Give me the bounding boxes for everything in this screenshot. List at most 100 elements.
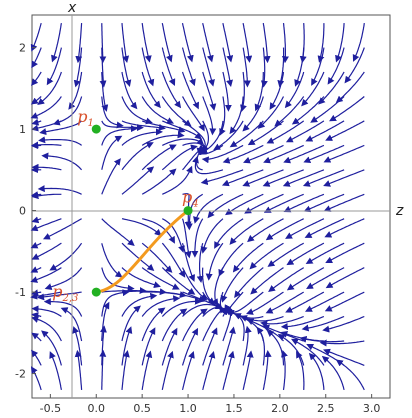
streamline: [161, 71, 182, 109]
streamline: [202, 327, 218, 366]
streamline: [181, 71, 199, 110]
streamline: [161, 297, 202, 317]
streamline: [242, 350, 254, 391]
streamline: [37, 71, 62, 106]
streamline: [202, 350, 216, 391]
streamline: [31, 312, 42, 319]
streamline: [304, 218, 345, 238]
streamline: [207, 193, 244, 219]
streamline: [323, 193, 365, 212]
streamline: [42, 218, 82, 240]
streamline: [257, 96, 285, 130]
streamline: [37, 291, 82, 301]
streamline: [305, 242, 345, 264]
streamline: [193, 193, 224, 224]
streamline: [324, 291, 365, 312]
streamline: [31, 316, 62, 342]
streamline: [30, 96, 62, 119]
streamline: [274, 96, 305, 127]
streamline: [306, 267, 345, 289]
streamline: [181, 22, 194, 63]
streamline: [101, 158, 121, 195]
streamline: [121, 350, 130, 390]
streamline: [327, 47, 345, 85]
streamline: [325, 267, 365, 289]
streamline: [41, 152, 83, 171]
streamline: [141, 168, 177, 195]
streamline: [31, 242, 62, 260]
streamline: [219, 96, 226, 136]
streamline: [121, 23, 130, 63]
x-axis-title: x: [67, 0, 77, 16]
streamline: [311, 47, 325, 86]
streamline: [267, 242, 304, 267]
streamline: [202, 71, 217, 111]
streamline: [323, 348, 365, 366]
streamline: [266, 329, 285, 366]
fixed-point-marker: [91, 124, 101, 134]
streamline: [182, 302, 223, 317]
streamline: [121, 166, 155, 195]
streamline: [31, 163, 62, 171]
streamline: [286, 242, 325, 266]
streamline: [199, 120, 224, 155]
x-tick-label: 0.0: [88, 402, 106, 415]
streamline: [222, 350, 235, 391]
streamline: [262, 23, 271, 64]
streamline: [280, 330, 324, 342]
streamline: [202, 306, 227, 342]
streamline: [263, 144, 304, 164]
streamline: [121, 218, 162, 237]
streamline: [232, 242, 264, 273]
streamline: [291, 338, 325, 366]
streamline: [101, 125, 138, 146]
streamline: [181, 47, 196, 87]
streamline: [52, 96, 83, 126]
streamline: [260, 47, 268, 88]
streamline: [202, 22, 214, 63]
x-tick-label: 0.5: [133, 402, 151, 415]
x-tick-label: 2.0: [271, 402, 289, 415]
y-tick-label: -1: [15, 286, 26, 299]
streamline: [121, 305, 141, 342]
streamline: [121, 96, 153, 125]
streamline: [31, 71, 42, 86]
fixed-point-label: p4: [182, 188, 199, 210]
streamline: [75, 23, 83, 64]
streamline: [303, 193, 345, 213]
streamline: [301, 71, 325, 107]
streamline: [46, 47, 62, 86]
streamline: [202, 96, 217, 136]
streamline: [299, 23, 307, 64]
streamline: [286, 267, 325, 291]
streamline: [121, 242, 155, 271]
streamline: [262, 169, 304, 187]
streamline: [121, 267, 161, 289]
streamline: [263, 193, 304, 213]
streamline: [335, 359, 365, 391]
streamline: [31, 141, 62, 149]
streamline: [31, 349, 42, 366]
streamline: [229, 96, 244, 135]
streamline: [242, 22, 253, 63]
streamline: [211, 267, 224, 307]
streamline: [285, 218, 325, 239]
streamline: [43, 298, 83, 317]
streamline: [226, 291, 264, 317]
y-tick-label: 2: [19, 42, 26, 55]
streamline: [99, 325, 107, 366]
streamline: [254, 72, 264, 112]
y-tick-label: -2: [15, 368, 26, 381]
streamline: [234, 267, 264, 298]
streamline: [30, 96, 42, 105]
streamline: [266, 120, 305, 144]
fixed-point-marker: [183, 206, 193, 216]
streamline: [141, 350, 153, 390]
streamline: [162, 120, 202, 140]
streamline: [192, 155, 224, 175]
streamline: [324, 218, 365, 238]
streamline: [242, 169, 284, 187]
streamline: [30, 22, 42, 52]
streamline: [283, 144, 325, 164]
streamline: [162, 218, 185, 253]
